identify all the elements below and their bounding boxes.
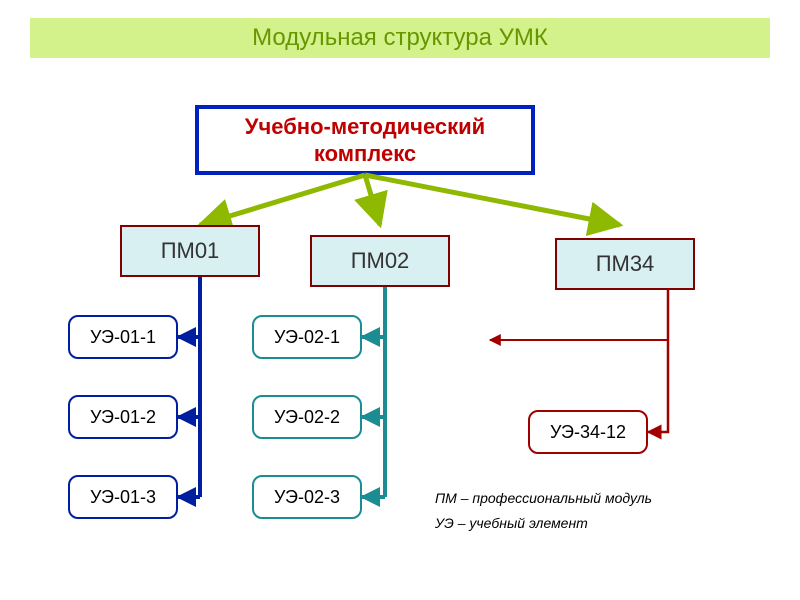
title-bar: Модульная структура УМК bbox=[30, 18, 770, 58]
page-title: Модульная структура УМК bbox=[252, 24, 548, 52]
ue-node-ue3412: УЭ-34-12 bbox=[528, 410, 648, 454]
root-node: Учебно-методическийкомплекс bbox=[195, 105, 535, 175]
ue-node-ue023: УЭ-02-3 bbox=[252, 475, 362, 519]
legend-line-0: ПМ – профессиональный модуль bbox=[435, 490, 652, 506]
ue-node-ue011: УЭ-01-1 bbox=[68, 315, 178, 359]
ue-node-ue021: УЭ-02-1 bbox=[252, 315, 362, 359]
pm-node-pm01: ПМ01 bbox=[120, 225, 260, 277]
root-label: Учебно-методическийкомплекс bbox=[245, 113, 485, 168]
ue-node-ue012: УЭ-01-2 bbox=[68, 395, 178, 439]
pm-node-pm02: ПМ02 bbox=[310, 235, 450, 287]
ue-node-ue022: УЭ-02-2 bbox=[252, 395, 362, 439]
ue-node-ue013: УЭ-01-3 bbox=[68, 475, 178, 519]
legend-line-1: УЭ – учебный элемент bbox=[435, 515, 588, 531]
pm-node-pm34: ПМ34 bbox=[555, 238, 695, 290]
